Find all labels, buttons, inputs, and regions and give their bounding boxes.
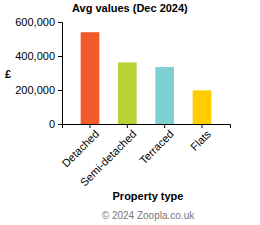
bar	[118, 62, 137, 124]
chart: Avg values (Dec 2024) 0 200,000 400,000 600,…	[0, 0, 260, 225]
x-tick-mark	[127, 124, 128, 128]
bar	[155, 67, 174, 124]
y-tick-label: 200,000	[15, 84, 55, 96]
y-tick: 600,000	[15, 16, 62, 28]
y-tick-mark	[58, 124, 62, 125]
y-axis: 0 200,000 400,000 600,000	[15, 16, 62, 130]
bar	[193, 90, 212, 124]
x-axis-title: Property type	[113, 190, 184, 202]
x-tick: Semi-detached	[78, 124, 139, 188]
bar	[81, 32, 100, 124]
y-axis-line	[58, 23, 63, 125]
y-tick-label: 0	[49, 118, 55, 130]
y-tick: 400,000	[15, 50, 62, 62]
x-tick-mark	[202, 124, 203, 128]
x-tick-mark	[90, 124, 91, 128]
footer: © 2024 Zoopla.co.uk	[102, 210, 195, 221]
x-tick-label: Flats	[188, 127, 214, 153]
x-tick-label: Semi-detached	[78, 128, 139, 189]
x-axis: DetachedSemi-detachedTerracedFlats	[59, 124, 230, 188]
x-tick-mark	[164, 124, 165, 128]
y-tick-label: 600,000	[15, 16, 55, 28]
x-tick-label: Terraced	[137, 128, 176, 167]
x-tick: Terraced	[137, 124, 176, 166]
y-tick-mark	[58, 22, 62, 23]
y-axis-title: £	[5, 68, 11, 80]
x-axis-line	[63, 125, 231, 129]
x-tick: Flats	[188, 124, 214, 153]
title: Avg values (Dec 2024)	[72, 2, 188, 14]
bars	[81, 32, 212, 124]
y-tick-mark	[58, 90, 62, 91]
y-tick-mark	[58, 56, 62, 57]
y-tick-label: 400,000	[15, 50, 55, 62]
y-tick: 200,000	[15, 84, 62, 96]
y-tick: 0	[49, 118, 62, 130]
